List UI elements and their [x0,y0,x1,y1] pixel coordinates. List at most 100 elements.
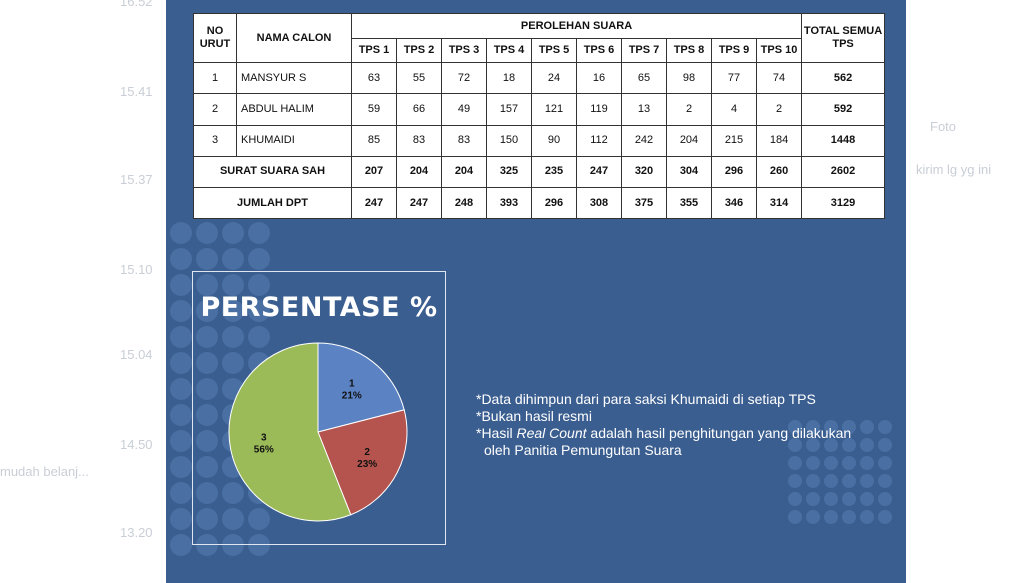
decorative-dot [788,474,802,488]
summary-value: 247 [351,186,397,220]
summary-value: 320 [621,155,667,188]
cell-votes: 65 [621,62,667,95]
decorative-dot [824,492,838,506]
decorative-dot [788,510,802,524]
decorative-dot [806,420,820,434]
summary-value: 308 [576,186,622,220]
header-tps: TPS 6 [576,38,622,64]
pie-slice-1 [317,342,405,433]
cell-votes: 24 [531,62,577,95]
summary-value: 247 [576,155,622,188]
decorative-dot [842,420,856,434]
decorative-dot [248,508,270,530]
decorative-dot [196,274,218,296]
note-italic: Real Count [516,425,587,441]
header-tps: TPS 8 [666,38,712,64]
cell-name: ABDUL HALIM [236,93,352,126]
decorative-dot [788,420,802,434]
decorative-dot [196,378,218,400]
cell-name: MANSYUR S [236,62,352,95]
cell-total: 1448 [801,124,886,157]
cell-votes: 2 [755,93,803,126]
decorative-dot [788,438,802,452]
cell-no: 1 [193,62,237,95]
decorative-dot [824,438,838,452]
chart-title: PERSENTASE % [200,292,438,323]
summary-value: 247 [396,186,442,220]
background-right-panel: Foto kirim lg yg ini [906,0,1024,583]
decorative-dot [806,492,820,506]
background-left-panel: 16.52 15.41 15.37 15.10 15.04 14.50 13.2… [0,0,166,583]
header-tps: TPS 5 [531,38,577,64]
cell-total: 592 [801,93,886,126]
summary-value: 325 [486,155,532,188]
decorative-dot [248,222,270,244]
decorative-dot [248,274,270,296]
decorative-dot [170,508,192,530]
note-line: *Hasil Real Count adalah hasil penghitun… [476,425,851,442]
decorative-dot [196,534,218,556]
summary-value: 204 [396,155,442,188]
cell-votes: 90 [531,124,577,157]
decorative-dot [170,300,192,322]
summary-total: 2602 [801,155,886,188]
decorative-dot [170,378,192,400]
cell-votes: 121 [531,93,577,126]
decorative-dot [878,474,892,488]
summary-value: 355 [666,186,712,220]
bg-time: 15.04 [120,347,153,362]
pie-slice-label: 3 [261,432,267,443]
decorative-dot [806,510,820,524]
pie-slice-2 [317,409,408,516]
decorative-dot [806,456,820,470]
decorative-dot [248,248,270,270]
header-perolehan-suara: PEROLEHAN SUARA [350,12,803,40]
decorative-dot [196,508,218,530]
decorative-dot [170,326,192,348]
summary-row: JUMLAH DPT 247 247 248 393 296 308 375 355 346 314… [193,186,886,220]
pie-slice-percent: 56% [254,444,274,455]
decorative-dot [248,534,270,556]
summary-value: 207 [351,155,397,188]
pie-chart: 121% 223% 356% [228,342,408,522]
bg-photo-label: Foto [930,119,957,134]
summary-value: 248 [441,186,487,220]
cell-name: KHUMAIDI [236,124,352,157]
decorative-dot [170,430,192,452]
decorative-dot [222,274,244,296]
decorative-dot [842,492,856,506]
decorative-dot [222,508,244,530]
summary-value: 346 [711,186,757,220]
cell-votes: 16 [576,62,622,95]
cell-no: 2 [193,93,237,126]
decorative-dot [806,438,820,452]
bg-message: kirim lg yg ini [916,162,992,177]
decorative-dot [196,326,218,348]
decorative-dot [222,534,244,556]
decorative-dot [878,492,892,506]
decorative-dot [860,420,874,434]
decorative-dot [196,456,218,478]
summary-value: 375 [621,186,667,220]
cell-votes: 2 [666,93,712,126]
cell-votes: 150 [486,124,532,157]
header-no-urut: NO URUT [193,12,237,64]
percentage-chart: PERSENTASE % 1 21% 2 23% 3 56% [192,271,446,545]
cell-votes: 157 [486,93,532,126]
cell-votes: 83 [441,124,487,157]
bg-time: 13.20 [120,525,153,540]
decorative-dot [170,248,192,270]
header-tps: TPS 9 [711,38,757,64]
summary-value: 296 [531,186,577,220]
decorative-dot [196,482,218,504]
decorative-dot [196,430,218,452]
cell-votes: 204 [666,124,712,157]
header-tps: TPS 1 [351,38,397,64]
decorative-dot [860,456,874,470]
cell-votes: 242 [621,124,667,157]
decorative-dot [824,456,838,470]
decorative-dot [170,274,192,296]
cell-votes: 74 [755,62,803,95]
decorative-dot [170,482,192,504]
decorative-dot [222,352,244,374]
